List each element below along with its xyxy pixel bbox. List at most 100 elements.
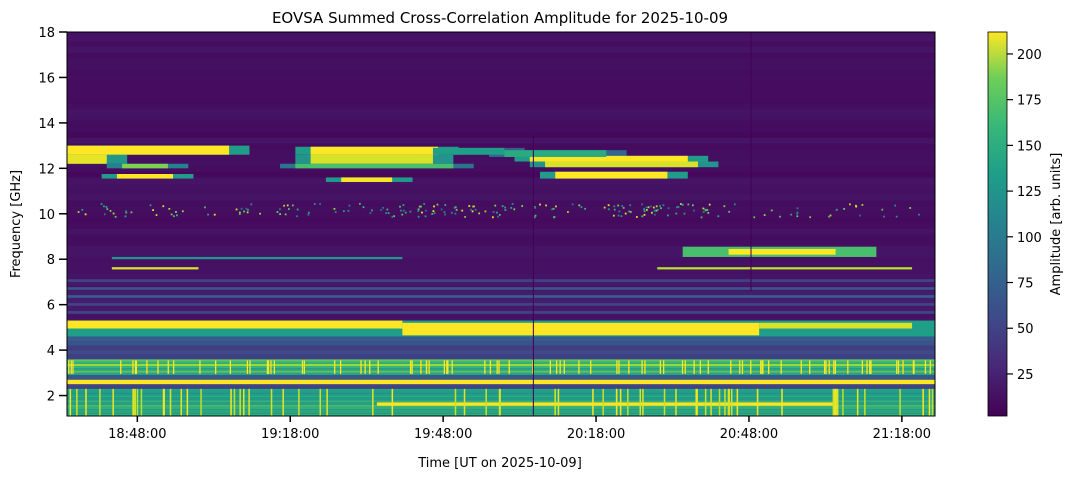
speckle-10GHz [291, 204, 294, 207]
band-3GHz-spike [847, 360, 849, 374]
speckle-10GHz [207, 213, 209, 216]
speckle-10GHz [693, 209, 695, 212]
speckle-10GHz [708, 203, 711, 206]
speckle-10GHz [454, 212, 457, 215]
band-12GHz [67, 154, 107, 164]
band-3GHz-spike [508, 360, 510, 374]
low-band-spike [856, 388, 859, 416]
heatmap-area [67, 32, 935, 416]
low-band-spike [781, 388, 783, 416]
band-12GHz [295, 163, 454, 169]
speckle-10GHz [654, 209, 657, 212]
band-3GHz-spike [447, 360, 449, 374]
speckle-10GHz [659, 205, 661, 207]
low-band-spike [592, 388, 594, 416]
low-band-spike [842, 388, 844, 416]
band-3GHz-spike [861, 360, 863, 374]
heatmap-stripe [67, 251, 935, 258]
colorbar-tick-label: 75 [1017, 277, 1034, 292]
speckle-10GHz [675, 206, 678, 209]
speckle-10GHz [109, 209, 112, 212]
heatmap-stripe [67, 58, 935, 65]
low-band-spike [326, 388, 328, 416]
heatmap-stripe [67, 268, 935, 275]
band-3GHz-spike [420, 360, 422, 374]
speckle-10GHz [402, 204, 405, 206]
band-12GHz [432, 147, 505, 155]
colorbar-tick-label: 200 [1017, 48, 1042, 63]
low-band-spike [85, 388, 87, 416]
band-3GHz-spike [896, 360, 898, 374]
speckle-10GHz [584, 207, 586, 210]
heatmap-stripe [67, 279, 935, 286]
low-band-spike [233, 388, 236, 416]
colorbar-tick-label: 125 [1017, 185, 1042, 200]
band-3GHz-spike [681, 360, 684, 374]
heatmap-stripe [67, 245, 935, 252]
band-12GHz [529, 155, 688, 162]
speckle-10GHz [504, 206, 506, 209]
colorbar-tick-label: 100 [1017, 231, 1042, 246]
low-band-spike [485, 388, 487, 416]
speckle-10GHz [918, 213, 920, 216]
speckle-10GHz [496, 211, 498, 214]
band-12GHz [341, 177, 393, 182]
speckle-10GHz [641, 215, 644, 218]
speckle-10GHz [401, 213, 404, 216]
speckle-10GHz [455, 208, 458, 211]
low-band-spike [864, 388, 866, 416]
band-3GHz-spike [762, 360, 764, 374]
speckle-10GHz [855, 205, 858, 208]
speckle-10GHz [433, 212, 436, 214]
speckle-10GHz [245, 207, 248, 210]
band-3GHz-spike [229, 360, 232, 374]
heatmap-stripe [67, 194, 935, 201]
speckle-10GHz [796, 212, 799, 215]
x-tick-label: 19:18:00 [261, 427, 319, 442]
speckle-10GHz [440, 208, 443, 211]
speckle-10GHz [461, 209, 464, 212]
band-3GHz-spike [425, 360, 428, 374]
band-3GHz-spike [120, 360, 122, 374]
y-tick-label: 2 [47, 390, 55, 405]
plot-frame [66, 31, 936, 417]
low-band-spike [557, 388, 560, 416]
band-3GHz-spike [215, 360, 217, 374]
band-3GHz-spike [498, 360, 500, 374]
speckle-10GHz [704, 209, 707, 212]
speckle-10GHz [492, 211, 495, 214]
low-band-spike [639, 388, 642, 416]
speckle-10GHz [849, 203, 851, 206]
y-tick-label: 12 [38, 162, 55, 177]
low-band-spike [899, 388, 901, 416]
low-band-spike [615, 388, 618, 416]
low-band-spike [704, 388, 707, 416]
speckle-10GHz [539, 203, 541, 206]
heatmap-stripe [67, 86, 935, 93]
speckle-10GHz [513, 208, 516, 211]
speckle-10GHz [105, 206, 108, 208]
speckle-10GHz [342, 210, 345, 213]
speckle-10GHz [319, 202, 322, 205]
speckle-10GHz [393, 215, 396, 218]
band-12GHz [310, 146, 439, 155]
heatmap-stripe [67, 200, 935, 207]
speckle-10GHz [81, 208, 84, 211]
heatmap-stripe [67, 63, 935, 70]
heatmap-stripe [67, 109, 935, 116]
speckle-10GHz [124, 210, 127, 213]
speckle-10GHz [246, 211, 249, 214]
heatmap-stripe [67, 211, 935, 218]
speckle-10GHz [707, 211, 710, 214]
speckle-10GHz [152, 209, 154, 212]
speckle-10GHz [580, 206, 583, 209]
low-band-spike [230, 388, 232, 416]
band-3GHz-spike [68, 360, 70, 374]
speckle-10GHz [643, 208, 646, 211]
speckle-10GHz [662, 204, 665, 207]
low-band-cell [67, 400, 935, 403]
speckle-10GHz [385, 212, 387, 214]
speckle-10GHz [728, 210, 731, 213]
speckle-10GHz [149, 204, 152, 207]
low-band-spike [132, 388, 134, 416]
